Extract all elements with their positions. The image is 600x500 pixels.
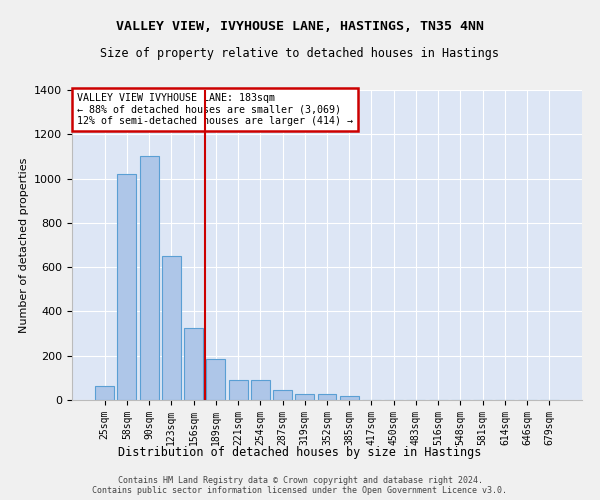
- Bar: [317, 394, 337, 400]
- Bar: [162, 256, 181, 400]
- Text: Size of property relative to detached houses in Hastings: Size of property relative to detached ho…: [101, 48, 499, 60]
- Text: VALLEY VIEW, IVYHOUSE LANE, HASTINGS, TN35 4NN: VALLEY VIEW, IVYHOUSE LANE, HASTINGS, TN…: [116, 20, 484, 33]
- Bar: [184, 328, 203, 400]
- Bar: [340, 396, 359, 400]
- Bar: [95, 386, 114, 400]
- Y-axis label: Number of detached properties: Number of detached properties: [19, 158, 29, 332]
- Bar: [273, 390, 292, 400]
- Bar: [295, 394, 314, 400]
- Bar: [206, 359, 225, 400]
- Text: Contains HM Land Registry data © Crown copyright and database right 2024.
Contai: Contains HM Land Registry data © Crown c…: [92, 476, 508, 495]
- Bar: [140, 156, 158, 400]
- Text: VALLEY VIEW IVYHOUSE LANE: 183sqm
← 88% of detached houses are smaller (3,069)
1: VALLEY VIEW IVYHOUSE LANE: 183sqm ← 88% …: [77, 93, 353, 126]
- Text: Distribution of detached houses by size in Hastings: Distribution of detached houses by size …: [118, 446, 482, 459]
- Bar: [251, 380, 270, 400]
- Bar: [229, 380, 248, 400]
- Bar: [118, 174, 136, 400]
